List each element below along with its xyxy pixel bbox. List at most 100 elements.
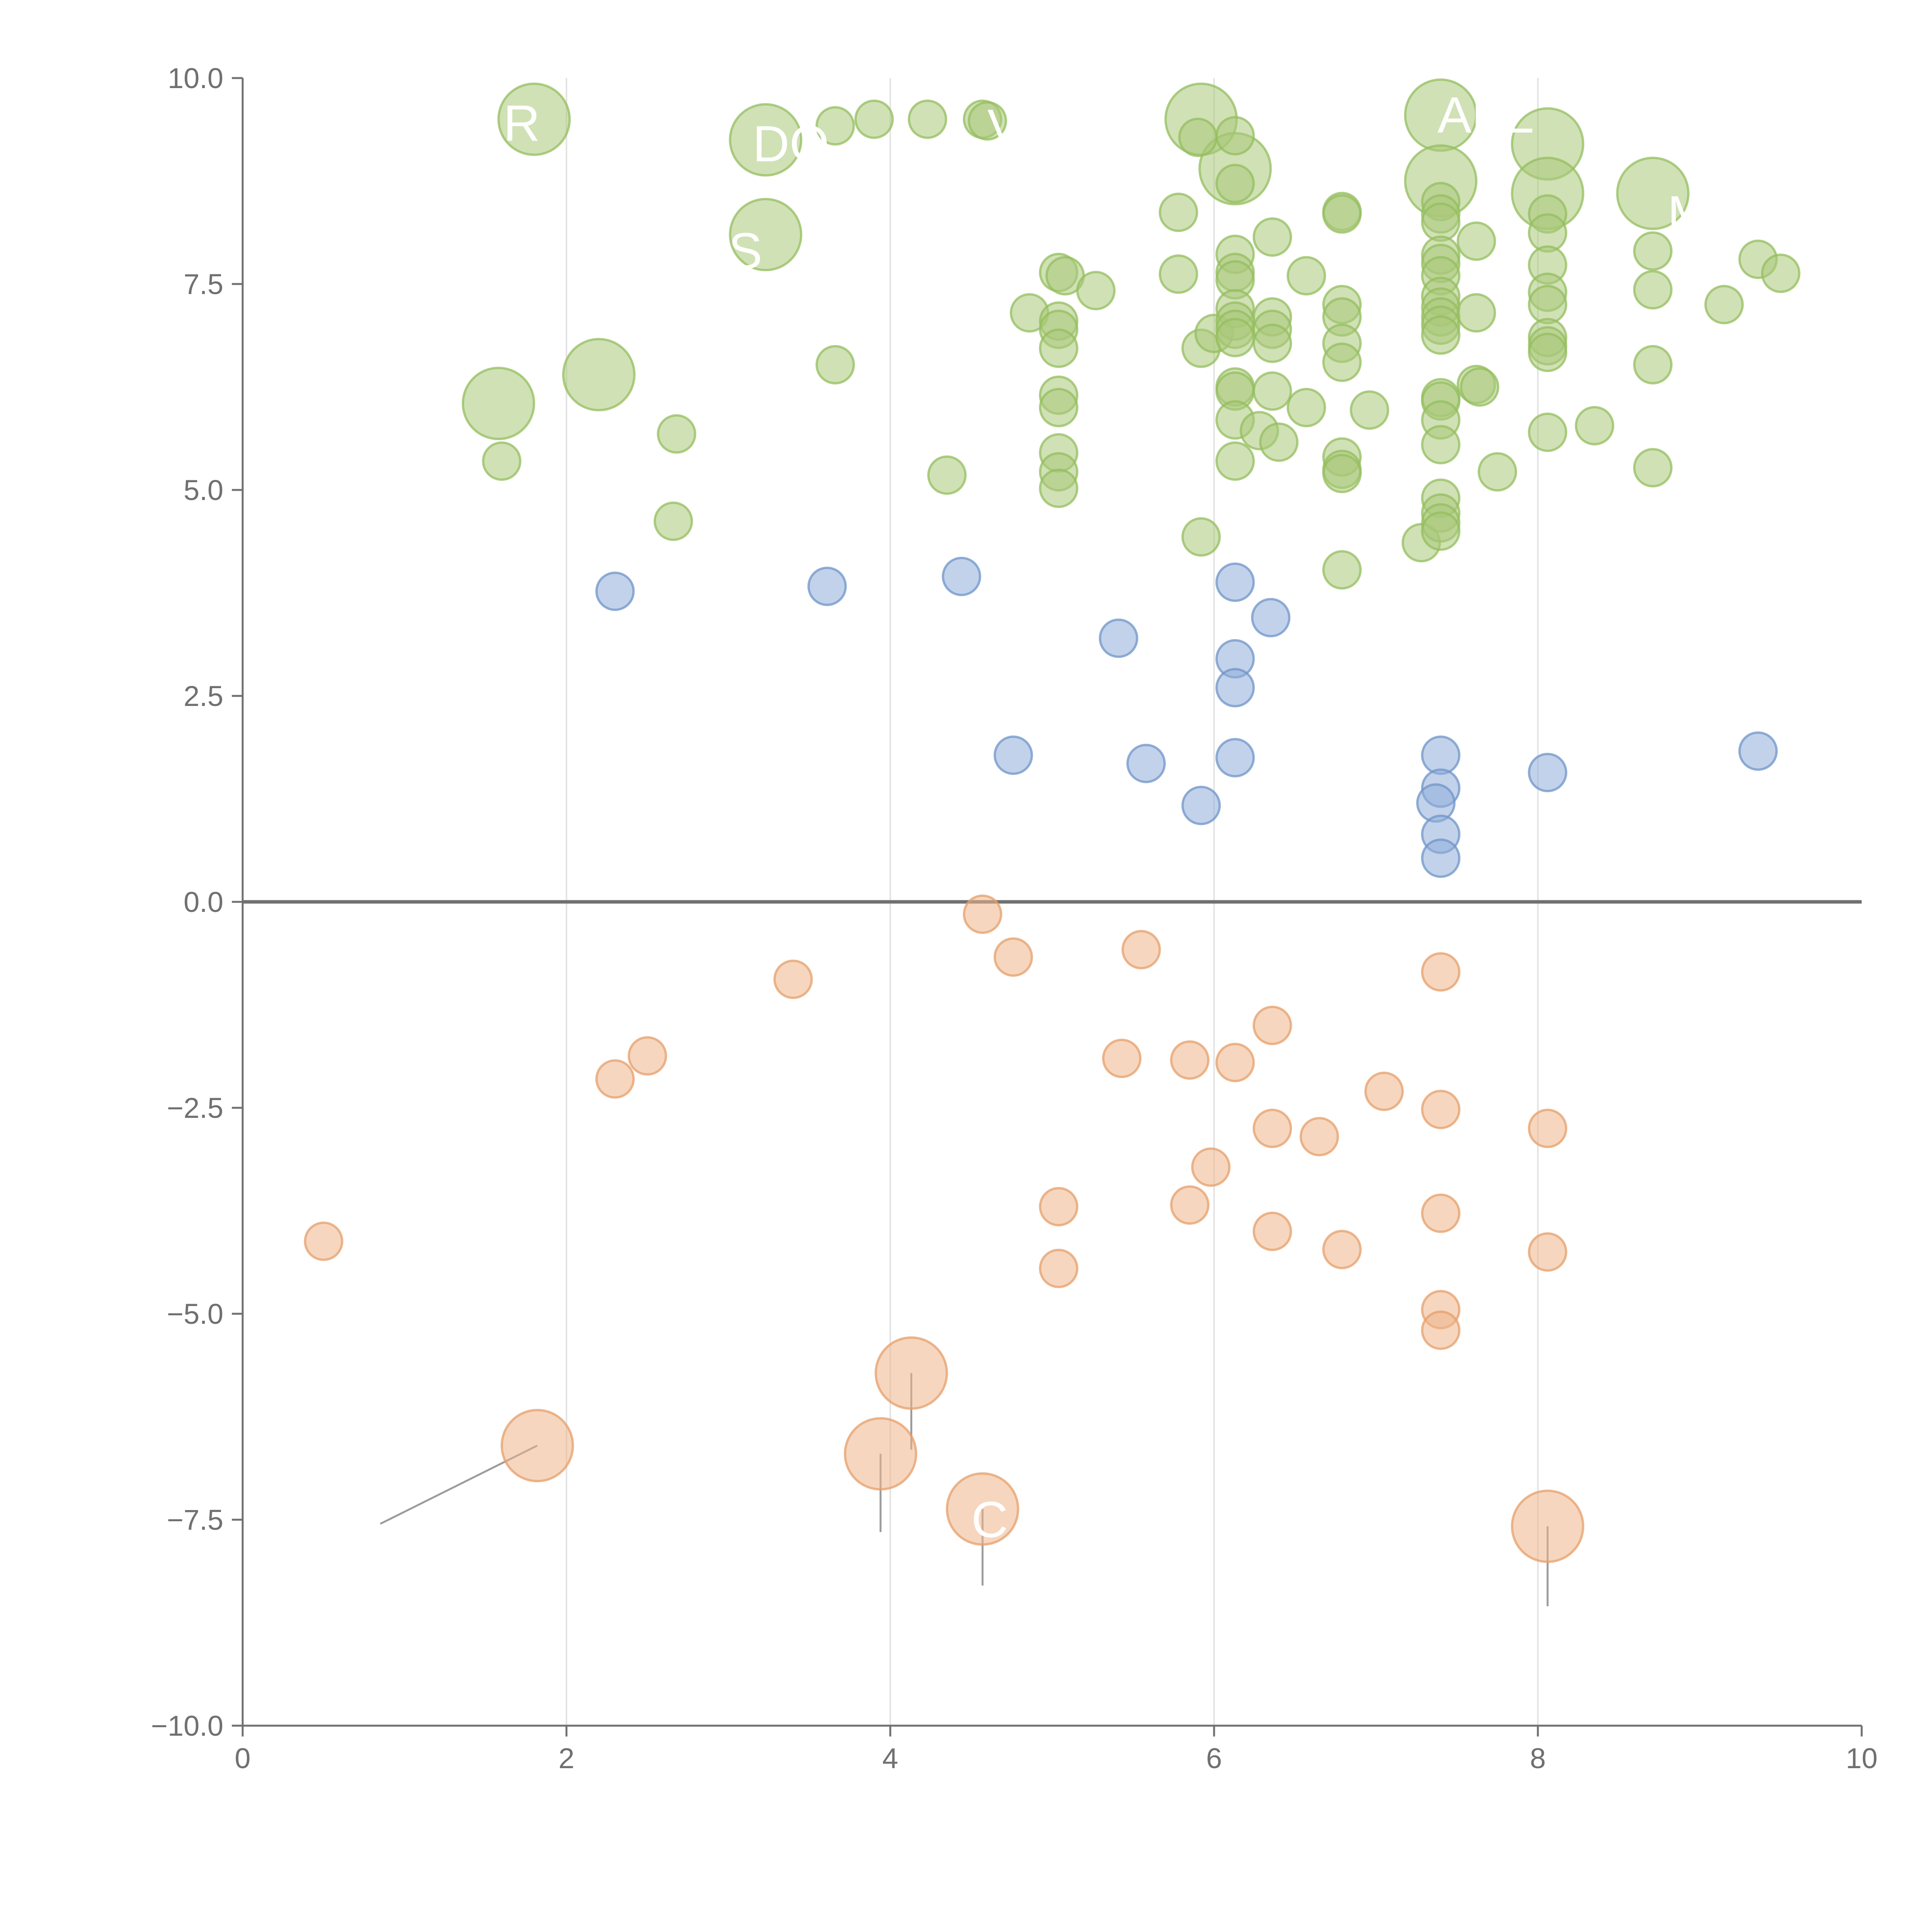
negative-point <box>1102 1039 1142 1078</box>
positive-point <box>1761 253 1801 293</box>
positive-point <box>1215 318 1255 357</box>
negative-point <box>1252 1005 1292 1045</box>
negative-point <box>1191 1147 1231 1187</box>
positive-point <box>1460 367 1500 407</box>
negative-point <box>595 1059 635 1099</box>
positive-point <box>1259 422 1299 462</box>
neutral-point <box>1215 668 1255 707</box>
neutral-point <box>1528 753 1568 793</box>
positive-point <box>815 345 855 384</box>
negative-point <box>1170 1040 1210 1080</box>
point-label: AKL <box>1437 87 1534 143</box>
neutral-point <box>1421 838 1461 878</box>
negative-point <box>844 1417 917 1491</box>
positive-point <box>1181 517 1221 557</box>
negative-point <box>1364 1071 1404 1111</box>
neutral-point <box>1421 735 1461 775</box>
positive-point <box>1478 452 1517 492</box>
positive-point <box>1528 285 1568 325</box>
point-labels: R DO S AKL M C V <box>503 87 1710 1548</box>
point-label: R <box>503 95 540 151</box>
y-tick-label: −7.5 <box>167 1504 223 1536</box>
y-tick-label: −2.5 <box>167 1092 223 1124</box>
x-tick-label: 8 <box>1530 1742 1546 1774</box>
negative-point <box>304 1221 344 1261</box>
neutral-point <box>1215 738 1255 777</box>
neutral-point <box>1215 562 1255 602</box>
negative-point <box>773 959 813 999</box>
neutral-point <box>807 566 847 606</box>
neutral-point <box>1251 598 1291 638</box>
y-tick-label: 2.5 <box>184 680 223 712</box>
positive-point <box>1633 231 1673 271</box>
positive-point <box>462 367 536 440</box>
neutral-point <box>1126 743 1166 783</box>
negative-point <box>1511 1490 1585 1563</box>
positive-point <box>968 101 1007 141</box>
positive-point <box>497 82 571 156</box>
negative-point <box>1252 1211 1292 1251</box>
positive-point <box>1633 270 1673 310</box>
positive-point <box>1322 550 1362 590</box>
positive-point <box>1322 342 1362 382</box>
positive-point <box>1322 194 1362 234</box>
positive-point <box>1633 345 1673 384</box>
negative-point <box>1421 1193 1461 1233</box>
point-label: V <box>987 99 1021 156</box>
y-tick-label: 5.0 <box>184 474 223 506</box>
neutral-point <box>1099 618 1138 658</box>
positive-point <box>1528 412 1568 452</box>
positive-point <box>1421 511 1461 551</box>
positive-point <box>1252 323 1292 363</box>
neutral-point <box>1181 786 1221 825</box>
positive-point <box>1039 328 1078 368</box>
positive-point <box>1421 202 1461 242</box>
negative-point <box>1421 1090 1461 1129</box>
positive-point <box>854 99 894 139</box>
point-label: C <box>971 1491 1008 1548</box>
negative-point <box>1121 930 1161 969</box>
neutral-point <box>595 571 635 611</box>
positive-point <box>1350 390 1389 430</box>
positive-point <box>1076 271 1116 311</box>
negative-point <box>946 1472 1019 1546</box>
y-tick-label: 0.0 <box>184 886 223 918</box>
negative-point <box>1421 952 1461 992</box>
point-label: M <box>1667 185 1710 242</box>
negative-point <box>1039 1248 1078 1288</box>
positive-point <box>729 198 803 272</box>
point-label: S <box>728 223 762 279</box>
positive-point <box>1158 254 1198 294</box>
positive-point <box>562 338 636 412</box>
negative-point <box>1215 1043 1255 1082</box>
y-tick-label: −5.0 <box>167 1298 223 1330</box>
positive-point <box>1215 441 1255 481</box>
positive-point <box>1528 332 1568 372</box>
x-tick-label: 2 <box>558 1742 574 1774</box>
positive-point <box>653 502 693 541</box>
positive-point <box>1456 221 1496 261</box>
positive-point <box>1456 293 1496 333</box>
point-label: DO <box>753 116 829 172</box>
negative-point <box>1528 1232 1568 1272</box>
positive-point <box>1286 256 1326 296</box>
positive-point <box>656 414 696 454</box>
positive-point <box>1158 192 1198 232</box>
positive-point <box>927 455 967 495</box>
positive-point <box>1252 217 1292 257</box>
x-tick-label: 0 <box>235 1742 250 1774</box>
negative-point <box>1039 1187 1078 1226</box>
positive-point <box>729 103 803 177</box>
positive-point <box>1575 406 1614 446</box>
axes: 0 2 4 6 8 10 −10.0 −7.5 −5.0 −2.5 0.0 2.5 5.0 7.5 10.0 <box>151 62 1878 1774</box>
negative-point <box>1252 1109 1292 1148</box>
negative-point <box>963 894 1002 934</box>
positive-point <box>482 441 522 481</box>
positive-point <box>1215 163 1255 203</box>
positive-point <box>1178 117 1218 157</box>
negative-point <box>1421 1310 1461 1350</box>
neutral-point <box>1738 731 1778 771</box>
negative-point <box>1170 1185 1210 1225</box>
negative-point <box>1299 1117 1339 1156</box>
